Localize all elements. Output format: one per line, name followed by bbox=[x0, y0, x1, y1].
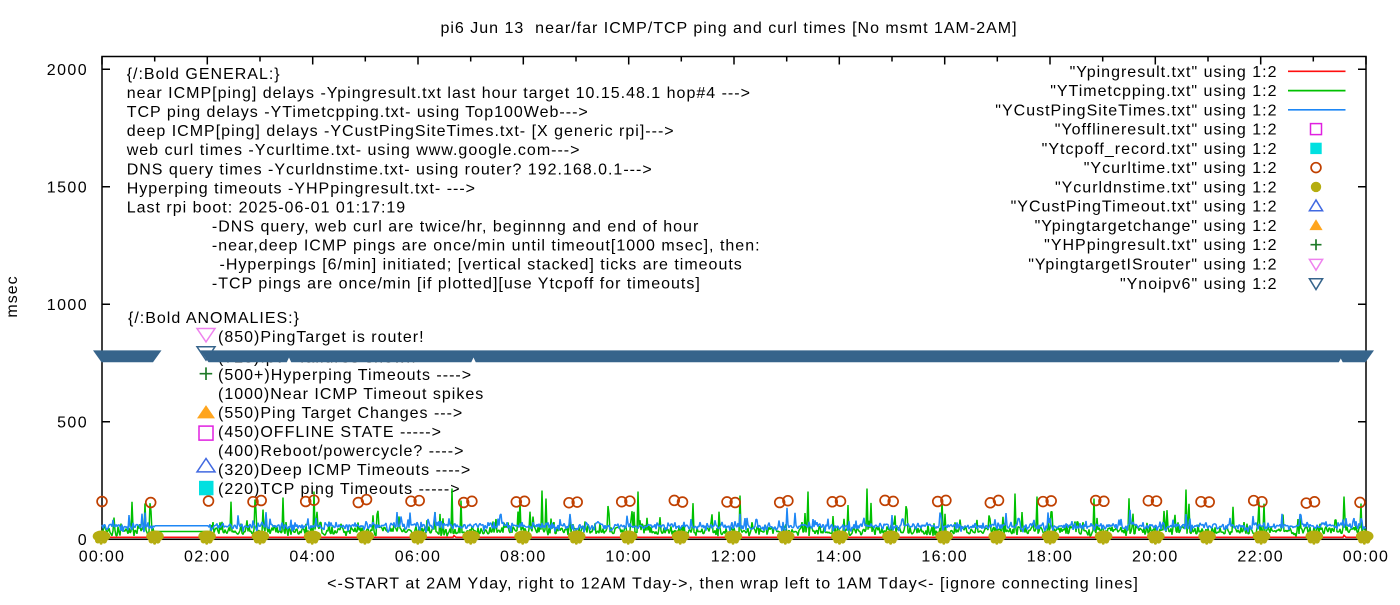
svg-text:00:00: 00:00 bbox=[1343, 549, 1390, 566]
svg-text:08:00: 08:00 bbox=[500, 549, 547, 566]
svg-text:12:00: 12:00 bbox=[711, 549, 758, 566]
svg-text:14:00: 14:00 bbox=[816, 549, 863, 566]
svg-text:04:00: 04:00 bbox=[289, 549, 336, 566]
svg-text:(1000)Near ICMP Timeout spikes: (1000)Near ICMP Timeout spikes bbox=[218, 386, 484, 403]
svg-text:msec: msec bbox=[4, 275, 21, 317]
svg-text:(220)TCP ping Timeouts ----->: (220)TCP ping Timeouts -----> bbox=[218, 481, 461, 498]
svg-text:22:00: 22:00 bbox=[1237, 549, 1284, 566]
svg-text:2000: 2000 bbox=[47, 62, 88, 79]
svg-text:(400)Reboot/powercycle? ---->: (400)Reboot/powercycle? ----> bbox=[218, 443, 464, 460]
svg-text:"Ynoipv6" using 1:2: "Ynoipv6" using 1:2 bbox=[1120, 276, 1278, 293]
svg-text:06:00: 06:00 bbox=[395, 549, 442, 566]
svg-text:02:00: 02:00 bbox=[184, 549, 231, 566]
svg-text:deep ICMP[ping] delays -YCustP: deep ICMP[ping] delays -YCustPingSiteTim… bbox=[127, 123, 675, 140]
svg-text:"Ytcpoff_record.txt" using 1:2: "Ytcpoff_record.txt" using 1:2 bbox=[1042, 141, 1278, 158]
svg-text:web curl times -Ycurltime.txt-: web curl times -Ycurltime.txt- using www… bbox=[126, 142, 581, 159]
svg-text:"YpingtargetISrouter" using 1:: "YpingtargetISrouter" using 1:2 bbox=[1028, 257, 1277, 274]
svg-text:pi6 Jun 13 near/far ICMP/TCP: pi6 Jun 13 near/far ICMP/TCP ping and cu… bbox=[440, 20, 1017, 37]
svg-text:"Ycurldnstime.txt" using 1:2: "Ycurldnstime.txt" using 1:2 bbox=[1055, 179, 1278, 196]
svg-text:"Ypingresult.txt" using 1:2: "Ypingresult.txt" using 1:2 bbox=[1070, 64, 1278, 81]
svg-text:DNS query times -Ycurldnstime.: DNS query times -Ycurldnstime.txt- using… bbox=[127, 161, 653, 178]
svg-text:(500+)Hyperping Timeouts ---->: (500+)Hyperping Timeouts ----> bbox=[218, 367, 472, 384]
svg-text:-Hyperpings [6/min] initiated;: -Hyperpings [6/min] initiated; [vertical… bbox=[220, 257, 743, 274]
svg-text:{/:Bold ANOMALIES:}: {/:Bold ANOMALIES:} bbox=[128, 310, 300, 327]
svg-text:<-START at 2AM Yday, right to: <-START at 2AM Yday, right to 12AM Tday-… bbox=[327, 576, 1139, 593]
svg-text:{/:Bold GENERAL:}: {/:Bold GENERAL:} bbox=[127, 66, 281, 83]
svg-text:(550)Ping Target Changes --->: (550)Ping Target Changes ---> bbox=[218, 405, 463, 422]
svg-text:"YTimetcpping.txt" using 1:2: "YTimetcpping.txt" using 1:2 bbox=[1050, 83, 1277, 100]
svg-text:10:00: 10:00 bbox=[605, 549, 652, 566]
svg-text:00:00: 00:00 bbox=[79, 549, 126, 566]
svg-text:(320)Deep ICMP Timeouts ---->: (320)Deep ICMP Timeouts ----> bbox=[218, 462, 471, 479]
svg-text:(850)PingTarget is router!: (850)PingTarget is router! bbox=[218, 329, 425, 346]
svg-text:500: 500 bbox=[57, 414, 88, 431]
svg-text:"Yofflineresult.txt" using 1:2: "Yofflineresult.txt" using 1:2 bbox=[1055, 122, 1278, 139]
svg-text:18:00: 18:00 bbox=[1027, 549, 1074, 566]
svg-text:1500: 1500 bbox=[47, 179, 88, 196]
svg-text:-near,deep ICMP pings are once: -near,deep ICMP pings are once/min until… bbox=[212, 238, 761, 255]
svg-text:1000: 1000 bbox=[47, 297, 88, 314]
svg-text:16:00: 16:00 bbox=[921, 549, 968, 566]
svg-text:-DNS query, web curl are twice: -DNS query, web curl are twice/hr, begin… bbox=[212, 218, 699, 235]
svg-text:TCP ping delays -YTimetcpping.: TCP ping delays -YTimetcpping.txt- using… bbox=[127, 104, 589, 121]
svg-text:"Ycurltime.txt" using 1:2: "Ycurltime.txt" using 1:2 bbox=[1084, 160, 1278, 177]
svg-text:"YCustPingTimeout.txt" using 1: "YCustPingTimeout.txt" using 1:2 bbox=[1011, 199, 1278, 216]
svg-text:"Ypingtargetchange" using 1:2: "Ypingtargetchange" using 1:2 bbox=[1035, 218, 1278, 235]
svg-text:-TCP pings are once/min [if pl: -TCP pings are once/min [if plotted][use… bbox=[212, 276, 701, 293]
svg-text:0: 0 bbox=[78, 532, 88, 549]
svg-text:Hyperping timeouts -YHPpingres: Hyperping timeouts -YHPpingresult.txt- -… bbox=[127, 180, 476, 197]
svg-text:"YCustPingSiteTimes.txt" using: "YCustPingSiteTimes.txt" using 1:2 bbox=[995, 102, 1277, 119]
svg-text:(450)OFFLINE STATE ----->: (450)OFFLINE STATE -----> bbox=[218, 424, 442, 441]
svg-text:Last rpi boot: 2025-06-01 01:1: Last rpi boot: 2025-06-01 01:17:19 bbox=[127, 199, 407, 216]
svg-text:"YHPpingresult.txt" using 1:2: "YHPpingresult.txt" using 1:2 bbox=[1044, 237, 1277, 254]
svg-text:near ICMP[ping] delays -Ypingr: near ICMP[ping] delays -Ypingresult.txt … bbox=[127, 85, 751, 102]
svg-text:20:00: 20:00 bbox=[1132, 549, 1179, 566]
